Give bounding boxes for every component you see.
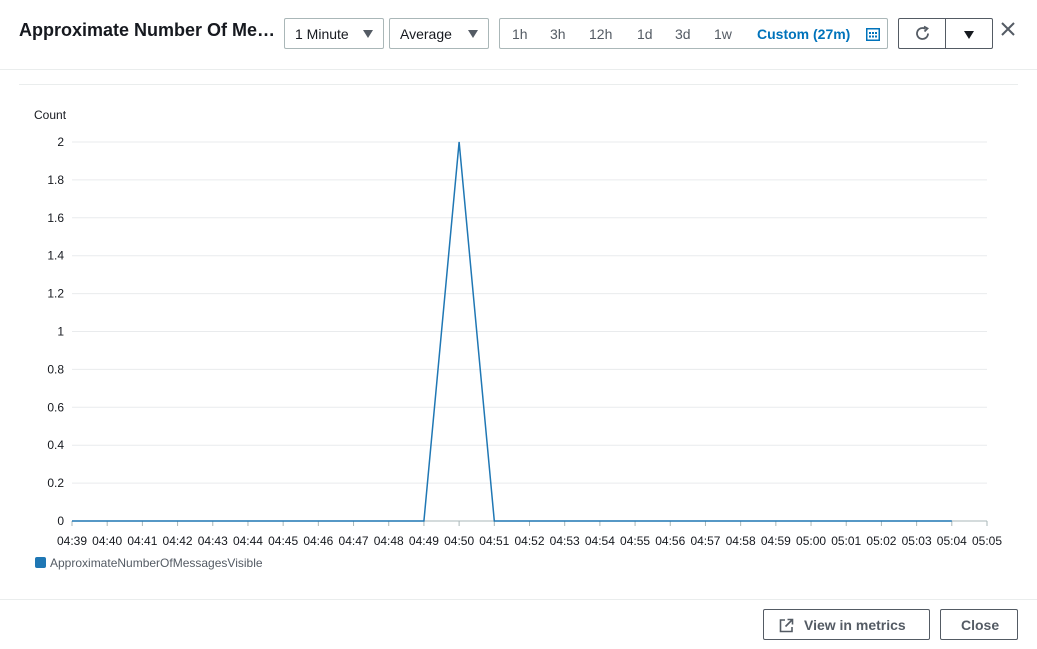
x-tick-label: 04:43 <box>198 534 228 548</box>
x-tick-label: 04:45 <box>268 534 298 548</box>
x-tick-label: 04:54 <box>585 534 615 548</box>
range-1d-button[interactable]: 1d <box>637 26 653 42</box>
x-tick-label: 05:05 <box>972 534 1002 548</box>
x-tick-label: 04:44 <box>233 534 263 548</box>
y-tick-label: 0.4 <box>47 438 64 452</box>
x-tick-label: 05:00 <box>796 534 826 548</box>
x-tick-label: 05:01 <box>831 534 861 548</box>
x-tick-label: 04:53 <box>550 534 580 548</box>
x-tick-label: 04:55 <box>620 534 650 548</box>
y-tick-label: 2 <box>57 135 64 149</box>
close-button[interactable]: Close <box>940 609 1018 640</box>
range-custom-button[interactable]: Custom (27m) <box>757 26 851 42</box>
x-tick-label: 04:50 <box>444 534 474 548</box>
y-tick-label: 1 <box>57 325 64 339</box>
external-link-icon <box>779 618 794 633</box>
y-tick-label: 0.2 <box>47 476 64 490</box>
range-1h-button[interactable]: 1h <box>512 26 528 42</box>
range-12h-button[interactable]: 12h <box>589 26 613 42</box>
view-in-metrics-label: View in metrics <box>804 617 906 633</box>
y-axis-label: Count <box>34 108 67 122</box>
refresh-icon <box>916 25 929 40</box>
y-tick-label: 0.6 <box>47 400 64 414</box>
x-tick-label: 05:02 <box>866 534 896 548</box>
legend-label: ApproximateNumberOfMessagesVisible <box>50 556 263 570</box>
caret-down-icon <box>363 30 373 38</box>
x-tick-label: 04:40 <box>92 534 122 548</box>
divider <box>19 84 1018 85</box>
range-3d-button[interactable]: 3d <box>675 26 691 42</box>
x-tick-label: 04:42 <box>163 534 193 548</box>
x-tick-label: 04:56 <box>655 534 685 548</box>
chevron-down-icon <box>964 31 974 39</box>
y-tick-label: 1.6 <box>47 211 64 225</box>
y-tick-label: 0.8 <box>47 362 64 376</box>
period-select[interactable]: 1 Minute <box>284 18 384 49</box>
y-tick-label: 1.4 <box>47 249 64 263</box>
x-tick-label: 04:59 <box>761 534 791 548</box>
grid-lines <box>72 141 987 484</box>
y-tick-label: 1.8 <box>47 173 64 187</box>
y-tick-label: 0 <box>57 514 64 528</box>
chart-title: Approximate Number Of Messages Visible <box>19 20 281 40</box>
x-tick-label: 04:57 <box>690 534 720 548</box>
range-1w-button[interactable]: 1w <box>714 26 732 42</box>
modal-header: Approximate Number Of Messages Visible 1… <box>0 0 1037 70</box>
y-tick-label: 1.2 <box>47 287 64 301</box>
time-range-group: 1h 3h 12h 1d 3d 1w Custom (27m) <box>499 18 888 49</box>
x-tick-label: 04:52 <box>514 534 544 548</box>
x-tick-label: 04:47 <box>339 534 369 548</box>
x-tick-label: 04:51 <box>479 534 509 548</box>
x-tick-label: 04:58 <box>726 534 756 548</box>
caret-down-icon <box>468 30 478 38</box>
axes: Count 0 0.2 0.4 0.6 0.8 1 1.2 1.4 1.6 1.8 2 04:39 04:… <box>34 108 1002 548</box>
x-tick-label: 05:03 <box>902 534 932 548</box>
calendar-icon[interactable] <box>866 27 880 41</box>
series-lines <box>71 141 952 522</box>
x-tick-label: 04:49 <box>409 534 439 548</box>
x-tick-label: 05:04 <box>937 534 967 548</box>
x-tick-label: 04:48 <box>374 534 404 548</box>
period-select-value: 1 Minute <box>295 26 349 42</box>
refresh-button[interactable] <box>898 18 946 49</box>
footer-divider <box>0 599 1037 600</box>
line-chart: Count 0 0.2 0.4 0.6 0.8 1 1.2 1.4 1.6 1.8 2 04:39 04:… <box>34 108 1002 548</box>
x-tick-label: 04:46 <box>303 534 333 548</box>
range-3h-button[interactable]: 3h <box>550 26 566 42</box>
more-actions-button[interactable] <box>945 18 993 49</box>
statistic-select-value: Average <box>400 26 452 42</box>
close-icon[interactable] <box>1000 21 1016 37</box>
x-tick-label: 04:39 <box>57 534 87 548</box>
series-line <box>72 141 952 522</box>
view-in-metrics-button[interactable]: View in metrics <box>763 609 930 640</box>
statistic-select[interactable]: Average <box>389 18 489 49</box>
close-button-label: Close <box>961 617 1000 633</box>
x-tick-label: 04:41 <box>127 534 157 548</box>
legend-swatch <box>35 557 46 568</box>
